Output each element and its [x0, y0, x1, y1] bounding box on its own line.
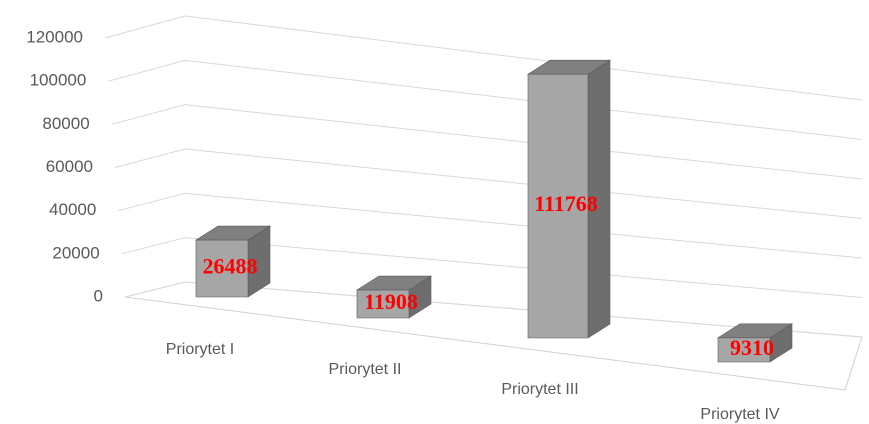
bar [355, 275, 433, 319]
x-tick-label: Priorytet IV [700, 406, 779, 423]
y-tick-label: 80000 [42, 114, 89, 133]
bar [526, 59, 612, 339]
grid-line [121, 237, 863, 298]
grid-line [104, 15, 863, 101]
bar-front [195, 239, 249, 298]
y-tick-label: 20000 [52, 243, 99, 262]
y-tick-label: 120000 [26, 27, 83, 46]
grid-line [108, 59, 863, 140]
x-tick-label: Priorytet III [501, 381, 578, 398]
bar [194, 225, 272, 298]
y-tick-label: 0 [94, 286, 103, 305]
x-tick-label: Priorytet I [166, 341, 234, 358]
data-label: 111768 [534, 191, 598, 216]
grid-line [111, 104, 863, 180]
bar-front [717, 337, 771, 363]
bar [716, 323, 794, 363]
data-label: 26488 [203, 254, 258, 279]
bar-front [356, 289, 410, 319]
data-label: 9310 [730, 335, 774, 360]
y-tick-label: 100000 [30, 71, 87, 90]
grid-line [118, 192, 863, 259]
y-tick-label: 40000 [49, 200, 96, 219]
y-tick-label: 60000 [46, 157, 93, 176]
grid-line [114, 148, 863, 219]
bar-front [527, 73, 589, 339]
grid-line [124, 281, 863, 338]
data-label: 11908 [364, 289, 418, 314]
x-tick-label: Priorytet II [329, 361, 402, 378]
